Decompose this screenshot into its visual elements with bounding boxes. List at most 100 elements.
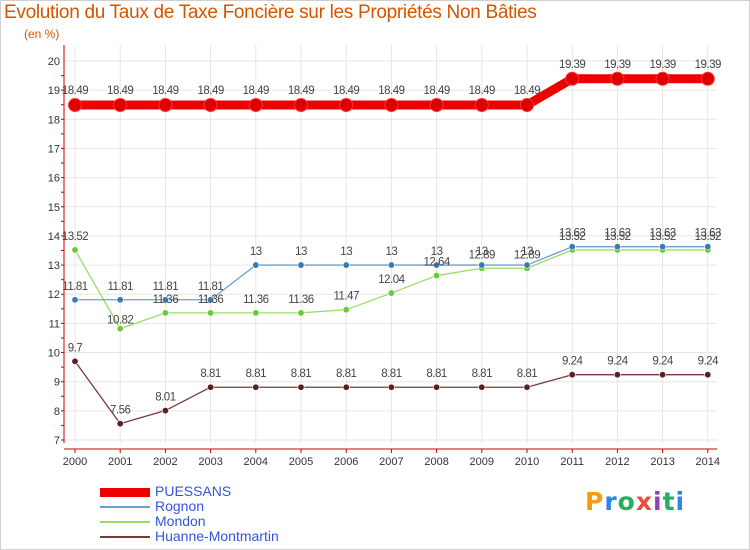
data-point (248, 98, 263, 113)
data-label: 13.63 (604, 228, 630, 240)
x-tick-label: 2011 (560, 456, 584, 468)
data-point (252, 309, 260, 317)
data-point (704, 371, 712, 379)
x-tick-label: 2013 (650, 456, 674, 468)
data-label: 9.7 (68, 342, 83, 354)
data-label: 19.39 (695, 59, 721, 71)
data-label: 19.39 (649, 59, 675, 71)
y-tick-label: 13 (48, 260, 60, 272)
data-point (520, 98, 534, 113)
data-point (161, 309, 169, 317)
data-label: 19.39 (559, 59, 585, 71)
data-point (342, 383, 350, 391)
data-label: 18.49 (333, 85, 359, 97)
x-tick-label: 2014 (696, 456, 720, 468)
x-tick-label: 2010 (515, 456, 539, 468)
data-label: 13 (386, 246, 398, 258)
legend-label: Rognon (155, 498, 205, 514)
data-label: 13.52 (695, 231, 721, 243)
y-tick-label: 9 (54, 377, 60, 389)
data-label: 18.49 (62, 85, 88, 97)
data-label: 13 (250, 246, 262, 258)
data-label: 9.24 (652, 356, 673, 368)
data-label: 12.64 (423, 257, 450, 269)
page-title: Evolution du Taux de Taxe Foncière sur l… (4, 2, 537, 23)
y-tick-label: 20 (48, 56, 60, 68)
data-point (252, 261, 260, 269)
data-point (113, 98, 128, 113)
data-label: 7.56 (110, 405, 130, 417)
data-point (523, 261, 531, 269)
data-label: 18.49 (288, 85, 314, 97)
data-label: 18.49 (243, 85, 269, 97)
data-label: 13 (340, 246, 352, 258)
data-label: 13 (431, 246, 443, 258)
data-label: 11.47 (333, 291, 359, 303)
data-point (384, 98, 399, 113)
data-point (704, 243, 712, 251)
y-tick-label: 17 (48, 143, 60, 155)
x-tick-label: 2008 (424, 456, 448, 468)
data-label: 18.49 (152, 85, 178, 97)
data-point (71, 357, 79, 365)
data-label: 18.49 (423, 85, 449, 97)
x-tick-label: 2005 (289, 456, 313, 468)
legend-label: PUESSANS (155, 483, 232, 499)
legend-label: Mondon (155, 513, 206, 529)
data-point (523, 383, 531, 391)
x-tick-label: 2003 (198, 456, 222, 468)
y-tick-label: 8 (54, 406, 60, 418)
unit-label: (en %) (24, 27, 60, 41)
legend-swatch (100, 536, 150, 538)
y-tick-label: 14 (48, 231, 60, 243)
x-tick-label: 2007 (379, 456, 403, 468)
data-label: 8.81 (381, 368, 401, 380)
data-label: 13.52 (62, 231, 88, 243)
data-point (207, 383, 215, 391)
y-tick-label: 16 (48, 173, 60, 185)
data-point (116, 325, 124, 333)
data-label: 11.36 (198, 294, 224, 306)
data-label: 9.24 (562, 356, 583, 368)
data-label: 11.81 (153, 281, 179, 293)
data-point (339, 98, 354, 113)
data-point (158, 98, 173, 113)
data-point (68, 98, 82, 113)
data-label: 8.81 (426, 368, 446, 380)
data-label: 13 (521, 246, 533, 258)
data-point (71, 296, 79, 304)
data-point (116, 420, 124, 428)
data-label: 18.49 (469, 85, 495, 97)
logo-letter: i (653, 487, 663, 516)
data-point (659, 371, 667, 379)
data-label: 13 (295, 246, 307, 258)
logo-letter: P (585, 487, 605, 516)
data-label: 8.81 (472, 368, 492, 380)
x-tick-label: 2002 (153, 456, 177, 468)
y-tick-label: 12 (48, 289, 60, 301)
data-label: 13.63 (649, 228, 675, 240)
y-tick-label: 11 (49, 318, 60, 330)
data-label: 8.81 (291, 368, 311, 380)
data-point (297, 261, 305, 269)
data-point (433, 261, 441, 269)
data-label: 12.89 (469, 249, 495, 261)
x-tick-label: 2012 (605, 456, 629, 468)
data-label: 8.81 (246, 368, 266, 380)
data-point (297, 383, 305, 391)
data-label: 8.01 (155, 392, 175, 404)
x-tick-label: 2000 (63, 456, 87, 468)
data-point (655, 71, 670, 86)
data-point (342, 306, 350, 314)
data-point (568, 371, 576, 379)
data-point (700, 71, 715, 86)
data-point (252, 383, 260, 391)
data-label: 8.81 (200, 368, 220, 380)
data-point (161, 407, 169, 415)
series-group (68, 71, 715, 428)
data-point (71, 246, 79, 254)
data-label: 19.39 (604, 59, 630, 71)
legend-swatch (100, 521, 150, 523)
